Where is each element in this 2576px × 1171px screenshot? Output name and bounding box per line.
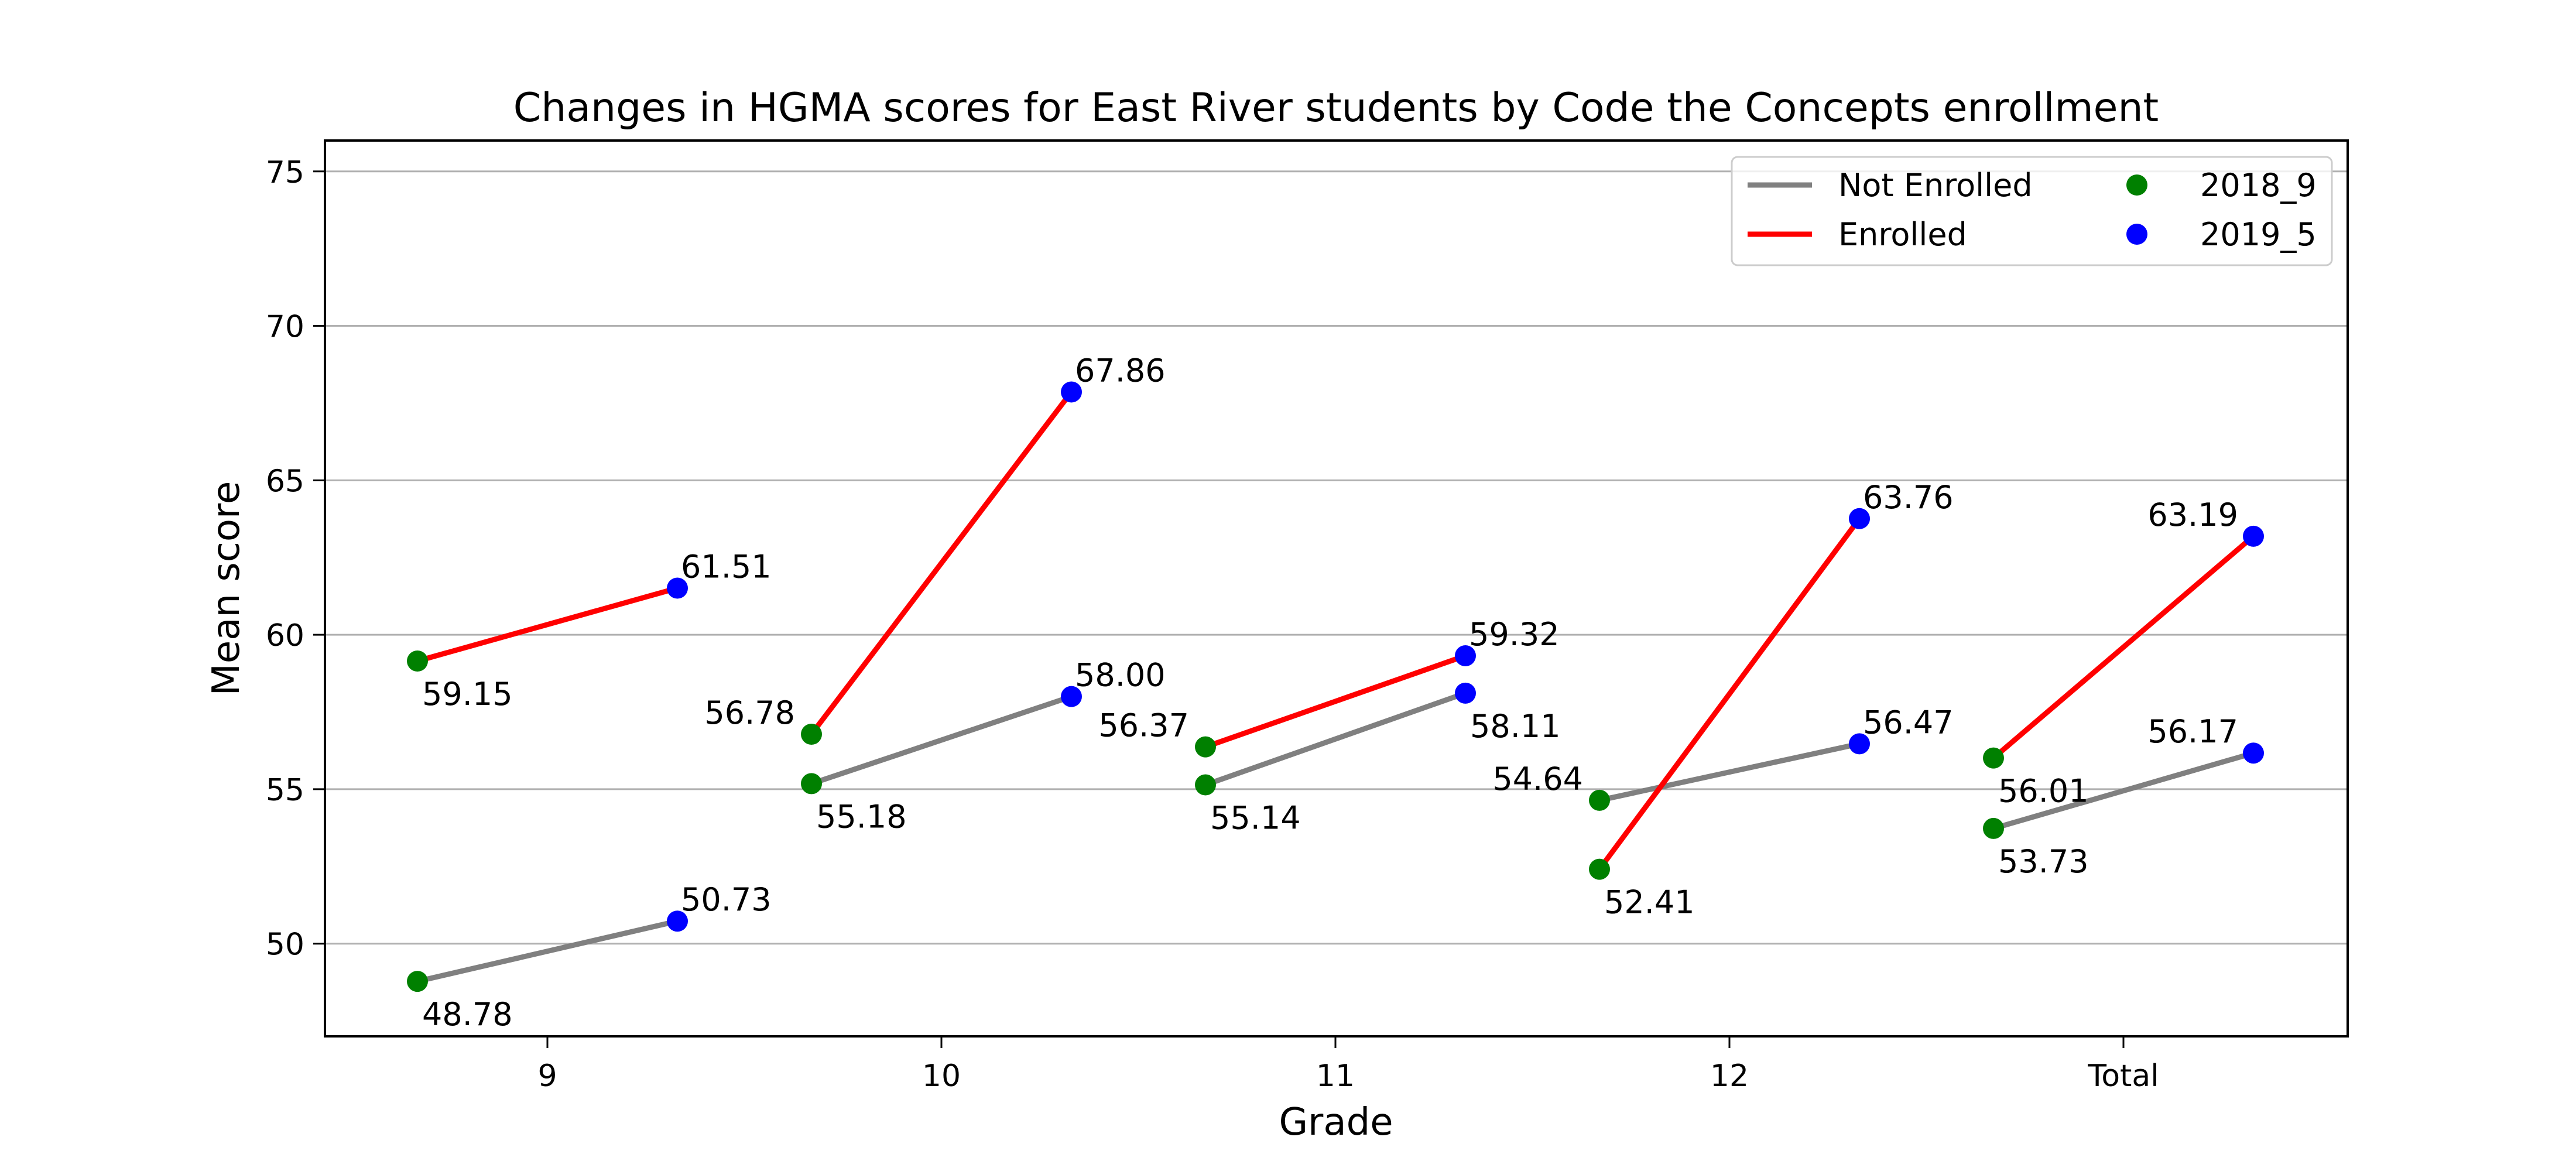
line-enrolled-total xyxy=(1992,534,2255,761)
label-not-enrolled-11-2018-9: 55.14 xyxy=(1210,800,1301,837)
grid-layer xyxy=(325,170,2348,945)
y-tick-label-65: 65 xyxy=(266,464,304,499)
point-not-enrolled-total-2018-9 xyxy=(1983,817,2004,839)
point-enrolled-9-2019-5 xyxy=(667,577,688,599)
point-not-enrolled-9-2018-9 xyxy=(407,971,428,992)
point-enrolled-12-2019-5 xyxy=(1849,508,1870,529)
label-enrolled-total-2018-9: 56.01 xyxy=(1998,773,2089,810)
label-enrolled-11-2019-5: 59.32 xyxy=(1469,616,1560,653)
x-tick-label-10: 10 xyxy=(922,1059,961,1094)
plot-frame xyxy=(324,139,2349,1038)
label-enrolled-12-2019-5: 63.76 xyxy=(1863,479,1954,516)
label-enrolled-9-2019-5: 61.51 xyxy=(681,548,772,585)
label-not-enrolled-10-2018-9: 55.18 xyxy=(816,798,907,835)
legend-marker-2018-9 xyxy=(2126,174,2147,196)
y-tick-label-60: 60 xyxy=(266,618,304,653)
label-not-enrolled-10-2019-5: 58.00 xyxy=(1075,657,1166,694)
line-enrolled-9 xyxy=(416,586,679,664)
line-not-enrolled-9 xyxy=(416,918,679,984)
y-tick-label-75: 75 xyxy=(266,155,304,190)
point-enrolled-10-2018-9 xyxy=(801,724,822,745)
label-not-enrolled-9-2019-5: 50.73 xyxy=(681,881,772,918)
x-tick-label-11: 11 xyxy=(1316,1059,1355,1094)
x-tick-label-total: Total xyxy=(2087,1059,2159,1094)
point-not-enrolled-total-2019-5 xyxy=(2243,742,2264,764)
legend-label-2019-5: 2019_5 xyxy=(2200,216,2317,253)
label-enrolled-10-2019-5: 67.86 xyxy=(1075,352,1166,389)
point-enrolled-9-2018-9 xyxy=(407,650,428,672)
label-not-enrolled-total-2018-9: 53.73 xyxy=(1998,843,2089,880)
line-not-enrolled-10 xyxy=(810,694,1073,786)
point-not-enrolled-10-2019-5 xyxy=(1061,686,1082,707)
x-ticks-layer: 9 10 11 12 Total xyxy=(537,1036,2159,1094)
series-lines-layer xyxy=(416,390,2255,984)
label-not-enrolled-total-2019-5: 56.17 xyxy=(2147,713,2238,750)
y-axis-label: Mean score xyxy=(205,481,248,696)
x-axis-label: Grade xyxy=(1279,1101,1393,1144)
x-tick-label-12: 12 xyxy=(1710,1059,1749,1094)
legend-label-2018-9: 2018_9 xyxy=(2200,167,2317,204)
line-enrolled-11 xyxy=(1204,653,1467,749)
label-enrolled-11-2018-9: 56.37 xyxy=(1098,707,1189,744)
y-ticks-layer: 50 55 60 65 70 75 xyxy=(266,155,325,963)
point-enrolled-11-2018-9 xyxy=(1195,736,1216,758)
data-labels-layer: 48.78 50.73 55.18 58.00 55.14 58.11 54.64 56.47… xyxy=(422,352,2238,1033)
legend-label-not-enrolled: Not Enrolled xyxy=(1838,167,2033,204)
y-tick-label-70: 70 xyxy=(266,310,304,345)
point-not-enrolled-12-2019-5 xyxy=(1849,733,1870,755)
point-not-enrolled-10-2018-9 xyxy=(801,773,822,795)
point-enrolled-total-2019-5 xyxy=(2243,525,2264,547)
label-enrolled-total-2019-5: 63.19 xyxy=(2147,497,2238,533)
x-tick-label-9: 9 xyxy=(537,1059,557,1094)
label-not-enrolled-11-2019-5: 58.11 xyxy=(1470,708,1561,745)
line-not-enrolled-total xyxy=(1992,750,2255,831)
line-not-enrolled-11 xyxy=(1204,690,1467,787)
point-not-enrolled-9-2019-5 xyxy=(667,910,688,932)
y-tick-label-50: 50 xyxy=(266,927,304,963)
line-enrolled-12 xyxy=(1597,517,1862,871)
label-enrolled-9-2018-9: 59.15 xyxy=(422,676,513,713)
point-enrolled-10-2019-5 xyxy=(1061,381,1082,403)
chart-title: Changes in HGMA scores for East River st… xyxy=(513,85,2159,131)
legend-box xyxy=(1731,156,2333,266)
line-enrolled-10 xyxy=(809,390,1074,736)
label-not-enrolled-12-2018-9: 54.64 xyxy=(1492,761,1583,797)
point-enrolled-12-2018-9 xyxy=(1589,858,1610,880)
legend-label-enrolled: Enrolled xyxy=(1838,216,1967,253)
label-not-enrolled-12-2019-5: 56.47 xyxy=(1863,704,1954,741)
label-enrolled-10-2018-9: 56.78 xyxy=(704,694,795,731)
label-not-enrolled-9-2018-9: 48.78 xyxy=(422,996,513,1033)
point-enrolled-total-2018-9 xyxy=(1983,747,2004,769)
point-not-enrolled-12-2018-9 xyxy=(1589,789,1610,811)
legend: Not Enrolled Enrolled 2018_9 2019_5 xyxy=(1731,156,2333,266)
label-enrolled-12-2018-9: 52.41 xyxy=(1604,884,1695,921)
point-not-enrolled-11-2018-9 xyxy=(1195,774,1216,796)
point-enrolled-11-2019-5 xyxy=(1455,645,1476,667)
point-not-enrolled-11-2019-5 xyxy=(1455,682,1476,704)
y-tick-label-55: 55 xyxy=(266,773,304,808)
line-not-enrolled-12 xyxy=(1599,741,1860,803)
points-layer xyxy=(407,381,2264,992)
legend-marker-2019-5 xyxy=(2126,224,2147,245)
